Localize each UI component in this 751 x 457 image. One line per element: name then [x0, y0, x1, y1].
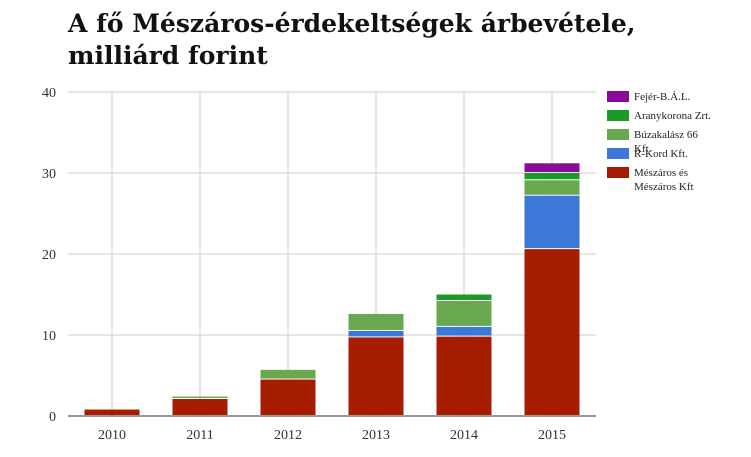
bar-segment — [524, 163, 580, 172]
y-tick-label: 20 — [42, 248, 56, 263]
y-tick-label: 40 — [42, 86, 56, 101]
grid-lines — [68, 91, 596, 416]
bar-segment — [524, 180, 580, 195]
legend: Fejér-B.Á.L. Aranykorona Zrt. Búzakalász 6… — [607, 91, 711, 193]
bar-segment — [348, 337, 404, 415]
y-tick-label: 10 — [42, 329, 56, 344]
y-tick-label: 30 — [42, 167, 56, 182]
legend-swatch — [607, 91, 629, 102]
bar-segment — [172, 398, 228, 415]
legend-item: Búzakalász 66 Kft. — [607, 129, 698, 155]
legend-label: Mészáros és — [634, 167, 688, 179]
y-tick-label: 0 — [49, 410, 56, 425]
bar-segment — [348, 330, 404, 337]
legend-swatch — [607, 129, 629, 140]
bar-segment — [172, 396, 228, 398]
legend-item: R-Kord Kft. — [607, 148, 688, 160]
legend-label: Aranykorona Zrt. — [634, 110, 711, 122]
bar-segment — [524, 195, 580, 249]
bar-segment — [84, 409, 140, 415]
bar-segment — [524, 173, 580, 180]
legend-swatch — [607, 148, 629, 159]
legend-item: Mészáros és Mészáros Kft — [607, 167, 694, 193]
x-tick-label: 2014 — [450, 428, 478, 443]
bar-segment — [436, 300, 492, 326]
legend-label: Mészáros Kft — [634, 181, 694, 193]
axes: 0 10 20 30 40 2010 2011 2012 2013 2014 2015 — [42, 86, 596, 443]
x-tick-label: 2011 — [186, 428, 213, 443]
legend-swatch — [607, 167, 629, 178]
bar-segment — [436, 326, 492, 336]
x-tick-label: 2010 — [98, 428, 126, 443]
legend-item: Fejér-B.Á.L. — [607, 91, 691, 103]
bar-segment — [524, 249, 580, 415]
bar-segment — [260, 379, 316, 415]
x-tick-label: 2012 — [274, 428, 302, 443]
bar-segment — [348, 313, 404, 330]
x-tick-label: 2015 — [538, 428, 566, 443]
legend-swatch — [607, 110, 629, 121]
x-tick-label: 2013 — [362, 428, 390, 443]
legend-item: Aranykorona Zrt. — [607, 110, 711, 122]
bars — [84, 163, 580, 415]
legend-label: R-Kord Kft. — [634, 148, 688, 160]
bar-segment — [436, 294, 492, 300]
chart-title: A fő Mészáros-érdekeltségek árbevétele, … — [68, 9, 636, 70]
legend-label: Fejér-B.Á.L. — [634, 91, 691, 103]
legend-label: Búzakalász 66 — [634, 129, 698, 141]
legend-label: Kft. — [634, 143, 652, 155]
bar-segment — [260, 369, 316, 379]
bar-segment — [436, 336, 492, 415]
